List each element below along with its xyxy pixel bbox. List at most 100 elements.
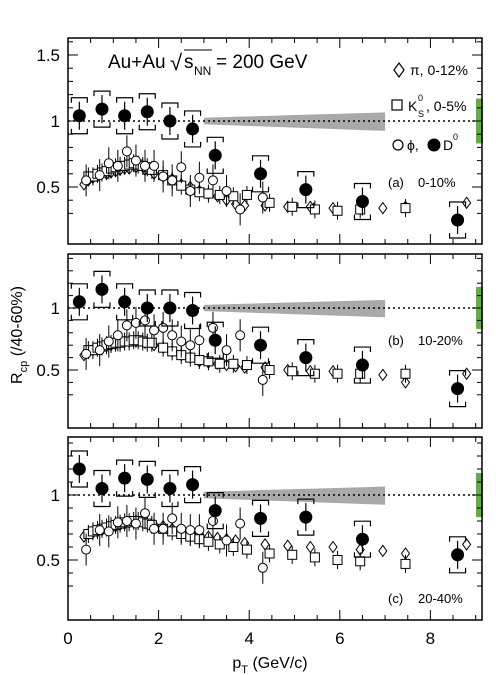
data-point-phi (258, 563, 267, 572)
data-point-k0s (310, 205, 319, 214)
legend-pi-marker (394, 63, 404, 77)
data-point-d0 (254, 512, 267, 525)
data-point-phi (113, 518, 122, 527)
data-point-k0s (288, 550, 297, 559)
data-point-d0 (299, 511, 312, 524)
data-point-phi (177, 163, 186, 172)
data-point-k0s (265, 366, 274, 375)
data-point-d0 (299, 351, 312, 364)
data-point-d0 (451, 548, 464, 561)
data-point-phi (141, 316, 150, 325)
data-point-phi (195, 336, 204, 345)
energy-value: = 200 GeV (216, 52, 308, 73)
data-point-d0 (186, 304, 199, 317)
energy-s: s (184, 52, 194, 73)
panel-a-centrality: 0-10% (418, 175, 456, 190)
data-point-phi (122, 321, 131, 330)
data-point-k0s (242, 361, 251, 370)
data-point-d0 (209, 334, 222, 347)
legend-d0-label: D (443, 137, 453, 153)
legend-k0s-marker (392, 100, 402, 110)
data-point-phi (150, 161, 159, 170)
data-point-d0 (186, 122, 199, 135)
data-point-phi (168, 331, 177, 340)
data-point-d0 (451, 382, 464, 395)
data-point-phi (82, 349, 91, 358)
series-circle-open (82, 135, 268, 225)
data-point-k0s (401, 369, 410, 378)
data-point-d0 (209, 504, 222, 517)
data-point-phi (141, 509, 150, 518)
y-tick-label: 0.5 (36, 361, 60, 380)
data-point-phi (95, 171, 104, 180)
data-point-k0s (147, 338, 156, 347)
data-point-phi (208, 176, 217, 185)
data-point-phi (122, 517, 131, 526)
data-point-k0s (215, 359, 224, 368)
data-point-d0 (163, 482, 176, 495)
data-point-d0 (118, 109, 131, 122)
panel-c: 0.5 1 0 2 4 6 8 (36, 437, 483, 648)
legend-k0s-rest: , 0-5% (426, 98, 466, 114)
data-point-d0 (356, 533, 369, 546)
data-point-pi (463, 197, 471, 208)
y-tick-label: 1 (51, 112, 60, 131)
data-point-phi (104, 337, 113, 346)
data-point-k0s (204, 189, 213, 198)
data-point-phi (104, 159, 113, 168)
svg-text:Rcp (/40-60%): Rcp (/40-60%) (9, 286, 30, 384)
x-axis-title-p: p (232, 655, 241, 672)
data-point-d0 (95, 103, 108, 116)
legend-phi-marker (393, 140, 403, 150)
data-point-phi (95, 346, 104, 355)
data-point-phi (222, 186, 231, 195)
y-axis-title: Rcp (/40-60%) (9, 286, 30, 384)
panel-b: 0.51 (36, 254, 483, 428)
data-point-phi (159, 172, 168, 181)
x-tick-label: 4 (244, 629, 253, 648)
data-point-d0 (209, 149, 222, 162)
data-point-phi (82, 176, 91, 185)
panel-c-letter: (c) (388, 591, 403, 606)
data-point-phi (186, 526, 195, 535)
data-point-pi (379, 369, 387, 380)
data-point-phi (150, 326, 159, 335)
data-point-pi (329, 542, 337, 553)
data-point-k0s (195, 356, 204, 365)
data-point-pi (261, 539, 269, 550)
data-point-k0s (288, 367, 297, 376)
y-axis-title-sub: cp (18, 361, 30, 373)
x-tick-label: 6 (335, 629, 344, 648)
data-point-k0s (310, 553, 319, 562)
data-point-d0 (73, 463, 86, 476)
data-point-phi (150, 524, 159, 533)
data-point-pi (284, 540, 292, 551)
data-point-phi (186, 341, 195, 350)
data-point-phi (258, 375, 267, 384)
legend-k0s-sup: 0 (418, 93, 423, 103)
x-tick-label: 8 (426, 629, 435, 648)
panel-c-centrality: 20-40% (418, 591, 463, 606)
data-point-phi (168, 176, 177, 185)
y-tick-label: 1 (51, 299, 60, 318)
data-point-k0s (401, 204, 410, 213)
panel-a-letter: (a) (388, 175, 404, 190)
data-point-phi (122, 147, 131, 156)
series-square-open (84, 331, 410, 382)
data-point-phi (208, 517, 217, 526)
data-point-k0s (229, 359, 238, 368)
system-label: Au+Au (108, 52, 166, 73)
data-point-k0s (159, 343, 168, 352)
data-point-d0 (118, 295, 131, 308)
data-point-k0s (356, 557, 365, 566)
data-point-k0s (242, 190, 251, 199)
energy-sub: NN (194, 64, 211, 78)
data-point-phi (141, 161, 150, 170)
data-point-d0 (299, 183, 312, 196)
data-point-phi (195, 526, 204, 535)
data-point-d0 (141, 105, 154, 118)
data-point-pi (306, 542, 314, 553)
legend-pi-label: π, 0-12% (410, 62, 468, 78)
data-point-k0s (401, 559, 410, 568)
y-tick-label: 0.5 (36, 178, 60, 197)
